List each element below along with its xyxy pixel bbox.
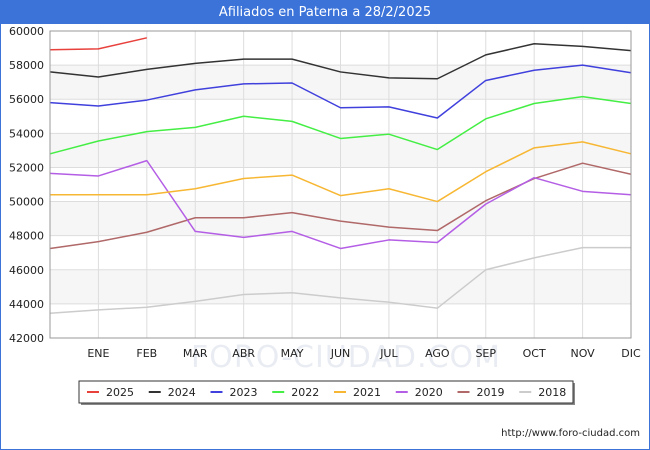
legend: 2025 2024 2023 2022 2021 2020 2019 2018 [78, 380, 575, 405]
legend-label-2025: 2025 [106, 386, 134, 399]
y-tick-label: 42000 [9, 332, 44, 345]
series-line-2022 [49, 95, 632, 155]
y-tick-label: 44000 [9, 298, 44, 311]
y-tick-label: 60000 [9, 25, 44, 38]
series-lines [49, 37, 632, 315]
x-tick-label: ENE [87, 347, 109, 360]
legend-label-2024: 2024 [168, 386, 196, 399]
legend-label-2019: 2019 [477, 386, 505, 399]
series-line-2023 [49, 64, 632, 119]
y-tick-label: 52000 [9, 161, 44, 174]
x-tick-label: JUN [330, 347, 351, 360]
plot-border [49, 30, 632, 339]
series-line-2024 [49, 43, 632, 80]
x-tick-label: MAR [183, 347, 208, 360]
source-url: http://www.foro-ciudad.com [501, 428, 640, 439]
y-tick-label: 54000 [9, 127, 44, 140]
x-tick-label: MAY [281, 347, 304, 360]
y-tick-label: 50000 [9, 196, 44, 209]
x-tick-label: OCT [523, 347, 546, 360]
y-tick-label: 46000 [9, 264, 44, 277]
y-tick-label: 48000 [9, 230, 44, 243]
y-tick-label: 58000 [9, 59, 44, 72]
series-line-2020 [49, 159, 632, 250]
x-tick-label: FEB [136, 347, 157, 360]
legend-label-2021: 2021 [353, 386, 381, 399]
x-axis-ticks: ENE FEB MAR ABR MAY JUN JUL AGO SEP OCT NOV DIC [87, 347, 641, 360]
legend-label-2018: 2018 [538, 386, 566, 399]
watermark: FORO-CIUDAD.COM [191, 340, 501, 375]
y-axis-ticks: 42000 44000 46000 48000 50000 52000 54000 56000… [9, 25, 44, 345]
series-line-2018 [49, 246, 631, 315]
y-tick-label: 56000 [9, 93, 44, 106]
legend-label-2023: 2023 [230, 386, 258, 399]
series-line-2025 [49, 37, 148, 51]
x-tick-label: ABR [232, 347, 255, 360]
legend-label-2020: 2020 [415, 386, 443, 399]
legend-box [78, 380, 574, 404]
series-line-2021 [50, 141, 632, 203]
x-tick-label: JUL [379, 347, 398, 360]
chart-title: Afiliados en Paterna a 28/2/2025 [1, 1, 649, 24]
x-tick-label: NOV [570, 347, 595, 360]
x-tick-label: SEP [475, 347, 496, 360]
x-tick-label: DIC [621, 347, 641, 360]
legend-label-2022: 2022 [291, 386, 319, 399]
x-tick-label: AGO [425, 347, 450, 360]
